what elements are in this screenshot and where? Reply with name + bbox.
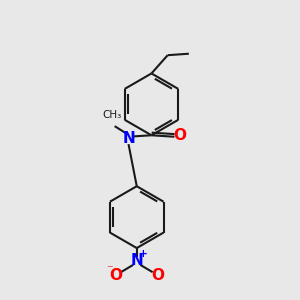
Text: O: O xyxy=(173,128,186,143)
Text: N: N xyxy=(130,253,143,268)
Text: CH₃: CH₃ xyxy=(103,110,122,120)
Text: ⁻: ⁻ xyxy=(106,263,113,276)
Text: N: N xyxy=(122,131,135,146)
Text: O: O xyxy=(109,268,122,283)
Text: O: O xyxy=(152,268,164,283)
Text: +: + xyxy=(139,249,148,259)
